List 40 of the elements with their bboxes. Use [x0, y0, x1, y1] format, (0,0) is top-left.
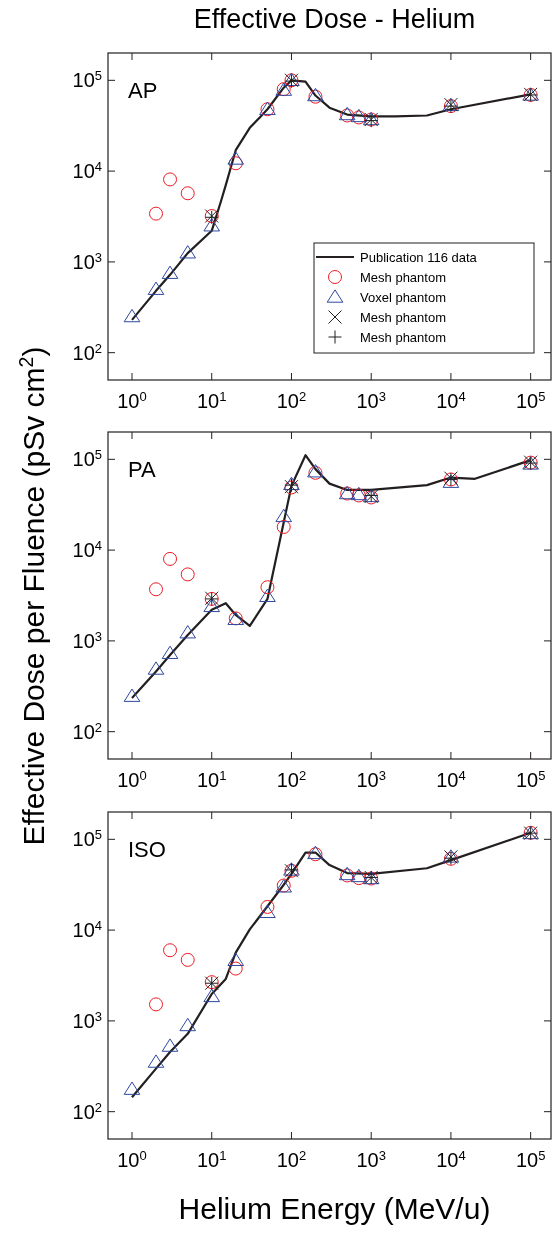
x-tick-label: 10$^{4}$	[436, 767, 466, 791]
y-tick-label: 10$^{3}$	[72, 628, 102, 652]
y-tick-label: 10$^{2}$	[72, 340, 102, 364]
x-tick-label: 10$^{5}$	[515, 1147, 546, 1171]
y-tick-label: 10$^{4}$	[72, 917, 102, 942]
y-tick-label: 10$^{5}$	[72, 826, 102, 851]
y-tick-label: 10$^{5}$	[72, 446, 102, 471]
y-tick-label: 10$^{2}$	[72, 1099, 102, 1123]
x-tick-label: 10$^{4}$	[436, 1147, 466, 1171]
x-tick-label: 10$^{1}$	[196, 767, 227, 791]
legend-label: Publication 116 data	[360, 249, 478, 265]
x-tick-label: 10$^{5}$	[515, 388, 546, 412]
annotation: AP	[128, 78, 158, 103]
x-tick-label: 10$^{0}$	[117, 1147, 147, 1171]
legend-label: Mesh phantom	[360, 329, 446, 345]
x-tick-label: 10$^{2}$	[276, 1147, 307, 1171]
x-tick-label: 10$^{3}$	[356, 388, 386, 412]
y-tick-label: 10$^{2}$	[72, 719, 102, 743]
x-tick-label: 10$^{0}$	[117, 767, 147, 791]
y-tick-label: 10$^{4}$	[72, 537, 102, 562]
x-tick-label: 10$^{3}$	[356, 1147, 386, 1171]
legend-label: Mesh phantom	[360, 269, 446, 285]
x-tick-label: 10$^{5}$	[515, 767, 546, 791]
y-tick-label: 10$^{5}$	[72, 67, 102, 92]
x-tick-label: 10$^{2}$	[276, 388, 307, 412]
y-tick-label: 10$^{3}$	[72, 1008, 102, 1032]
legend-label: Mesh phantom	[360, 309, 446, 325]
x-axis-title: Helium Energy (MeV/u)	[178, 1192, 491, 1225]
legend-label: Voxel phantom	[360, 289, 447, 305]
x-tick-label: 10$^{1}$	[196, 1147, 227, 1171]
y-tick-label: 10$^{3}$	[72, 249, 102, 273]
annotation: PA	[128, 457, 157, 482]
x-tick-label: 10$^{0}$	[117, 388, 147, 412]
x-tick-label: 10$^{4}$	[436, 388, 466, 412]
annotation: ISO	[128, 837, 166, 862]
chart-title: Effective Dose - Helium	[193, 4, 476, 34]
x-tick-label: 10$^{1}$	[196, 388, 227, 412]
x-tick-label: 10$^{2}$	[276, 767, 307, 791]
y-tick-label: 10$^{4}$	[72, 158, 102, 183]
x-tick-label: 10$^{3}$	[356, 767, 386, 791]
